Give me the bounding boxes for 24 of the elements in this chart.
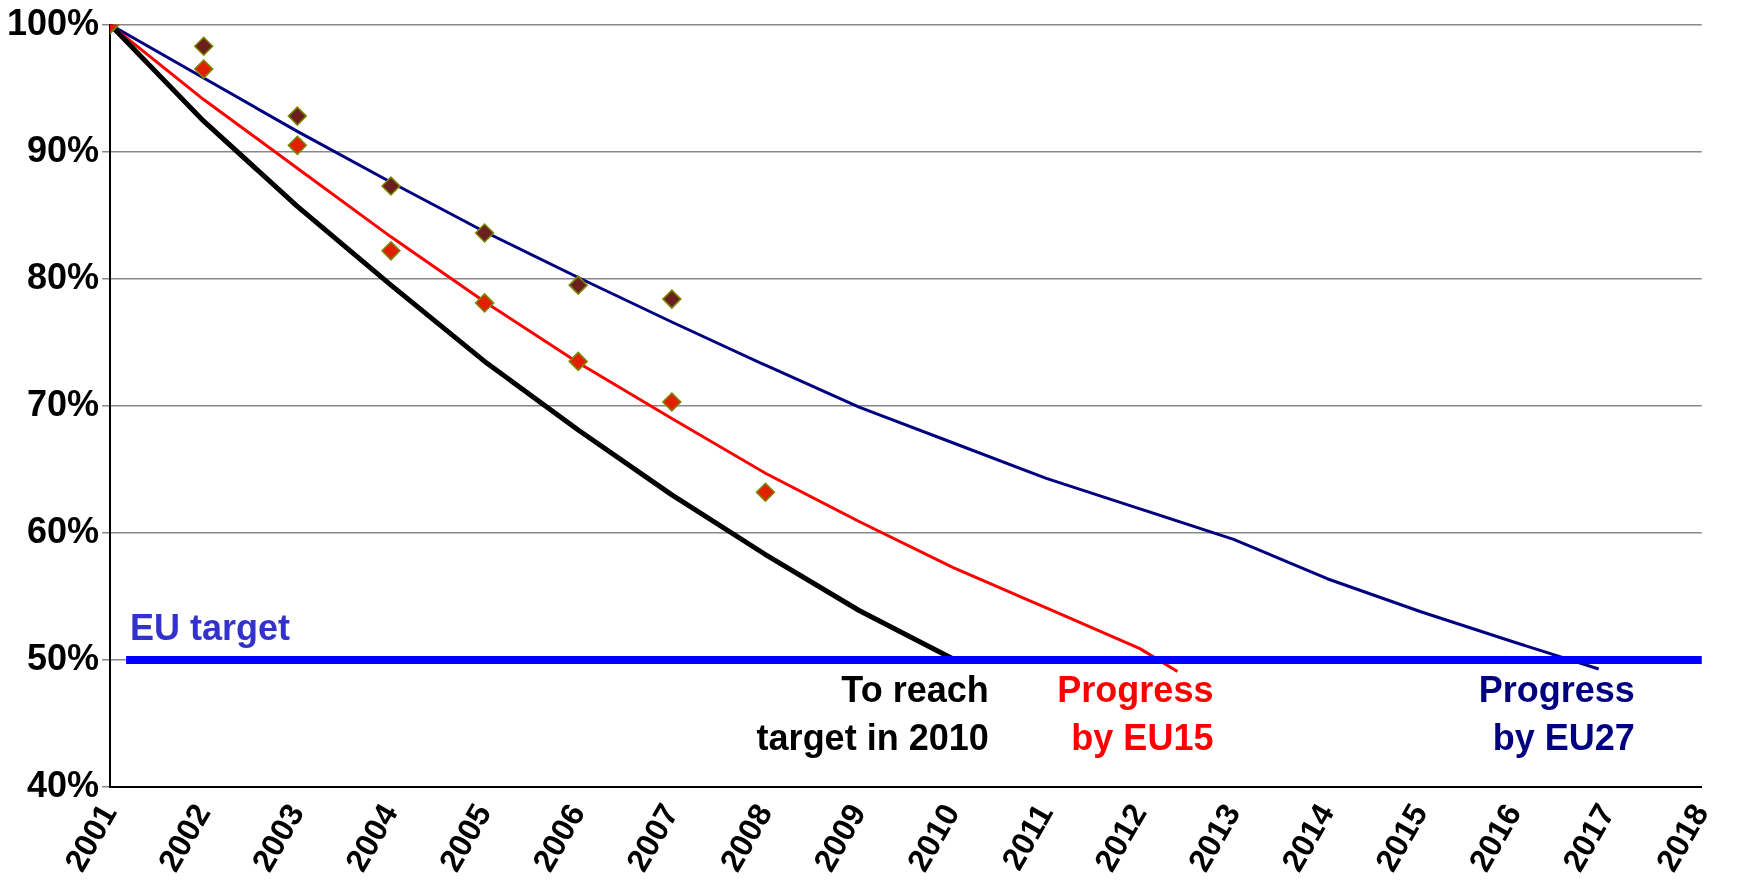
y-tick-label: 50% [27, 636, 100, 678]
point [662, 289, 682, 309]
point [193, 36, 214, 56]
series-label: To reach target in 2010 [756, 668, 989, 758]
point [287, 106, 308, 126]
series-label: Progress by EU15 [1057, 668, 1214, 758]
y-tick-label: 70% [27, 382, 100, 424]
point [474, 223, 495, 243]
point [193, 59, 214, 79]
y-tick-label: 90% [27, 128, 100, 170]
point [474, 293, 495, 313]
y-tick-label: 80% [27, 255, 100, 297]
ref-line-label: EU target [130, 606, 291, 648]
y-tick-label: 40% [27, 764, 100, 806]
point [568, 275, 588, 295]
point [662, 392, 682, 412]
point [287, 135, 308, 156]
point [381, 241, 401, 261]
point [381, 176, 401, 196]
point [568, 351, 588, 372]
point [755, 482, 776, 503]
y-tick-label: 60% [27, 509, 100, 551]
y-tick-label: 100% [7, 1, 100, 43]
series-label: Progress by EU27 [1478, 668, 1635, 758]
